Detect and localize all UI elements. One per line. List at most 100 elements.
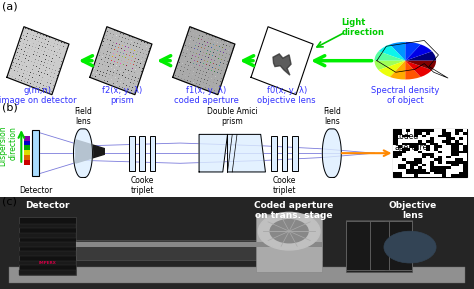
Bar <box>447 172 451 174</box>
Bar <box>434 158 438 161</box>
Bar <box>406 161 410 164</box>
Bar <box>438 174 442 177</box>
Bar <box>393 137 398 140</box>
Bar <box>393 148 398 151</box>
Bar <box>401 135 406 137</box>
Bar <box>418 145 422 148</box>
Bar <box>442 161 447 164</box>
Bar <box>430 161 434 164</box>
Bar <box>434 151 438 153</box>
Bar <box>463 140 467 142</box>
Bar <box>447 135 451 137</box>
Bar <box>455 151 459 153</box>
Bar <box>459 158 463 161</box>
Bar <box>451 151 455 153</box>
Bar <box>438 142 442 145</box>
Bar <box>430 153 434 156</box>
Bar <box>455 166 459 169</box>
Bar <box>150 136 155 171</box>
Bar <box>434 169 438 172</box>
Bar <box>76 240 322 260</box>
Bar <box>406 174 410 177</box>
Bar <box>422 135 426 137</box>
Bar <box>434 137 438 140</box>
Polygon shape <box>73 129 92 177</box>
Bar <box>393 174 398 177</box>
Text: Cooke
triplet: Cooke triplet <box>273 176 296 195</box>
Bar <box>414 156 418 158</box>
Bar <box>426 129 430 132</box>
Bar <box>459 151 463 153</box>
Bar <box>401 166 406 169</box>
Bar <box>430 145 434 148</box>
Bar <box>393 145 398 148</box>
Bar <box>346 220 412 272</box>
Bar <box>19 233 76 238</box>
Bar <box>271 136 277 171</box>
Bar <box>393 166 398 169</box>
Bar <box>414 153 418 156</box>
Wedge shape <box>405 42 420 61</box>
Bar <box>410 140 414 142</box>
Bar <box>455 142 459 145</box>
Text: Detector: Detector <box>19 186 52 195</box>
Bar <box>455 148 459 151</box>
Bar <box>447 140 451 142</box>
Bar <box>455 137 459 140</box>
Bar <box>406 172 410 174</box>
Bar <box>406 169 410 172</box>
Bar <box>422 156 426 158</box>
Bar <box>401 158 406 161</box>
Text: Field
lens: Field lens <box>323 107 341 126</box>
Bar <box>434 148 438 151</box>
Bar <box>389 221 412 270</box>
Bar <box>406 132 410 135</box>
Bar <box>434 129 438 132</box>
Bar <box>414 137 418 140</box>
Bar <box>447 161 451 164</box>
Wedge shape <box>374 51 405 61</box>
Bar <box>401 169 406 172</box>
Bar <box>398 151 401 153</box>
Text: (a): (a) <box>2 1 18 12</box>
Bar <box>406 156 410 158</box>
Polygon shape <box>76 140 104 163</box>
Bar <box>455 158 459 161</box>
Bar <box>0 197 474 289</box>
Bar <box>463 145 467 148</box>
Bar <box>426 161 430 164</box>
Bar <box>447 169 451 172</box>
Bar <box>426 145 430 148</box>
Bar <box>459 153 463 156</box>
Text: Field
lens: Field lens <box>74 107 92 126</box>
Bar <box>414 151 418 153</box>
Text: Cooke
triplet: Cooke triplet <box>130 176 154 195</box>
Bar <box>9 267 465 283</box>
Bar <box>410 172 414 174</box>
Bar <box>442 129 447 132</box>
Bar <box>410 153 414 156</box>
Bar <box>426 172 430 174</box>
Bar <box>398 166 401 169</box>
Bar <box>459 174 463 177</box>
Bar <box>422 174 426 177</box>
Bar <box>410 129 414 132</box>
Bar <box>414 166 418 169</box>
Bar <box>19 242 76 247</box>
Bar <box>430 129 434 132</box>
Bar <box>434 135 438 137</box>
Bar <box>0 105 474 197</box>
Bar <box>455 129 459 132</box>
Bar <box>19 217 76 275</box>
Bar <box>451 164 455 166</box>
Bar <box>442 153 447 156</box>
Bar <box>422 169 426 172</box>
Bar <box>430 151 434 153</box>
Bar <box>459 140 463 142</box>
Bar <box>459 148 463 151</box>
Bar <box>451 142 455 145</box>
Bar <box>442 169 447 172</box>
Bar <box>447 174 451 177</box>
Bar <box>346 221 384 270</box>
Bar <box>398 142 401 145</box>
